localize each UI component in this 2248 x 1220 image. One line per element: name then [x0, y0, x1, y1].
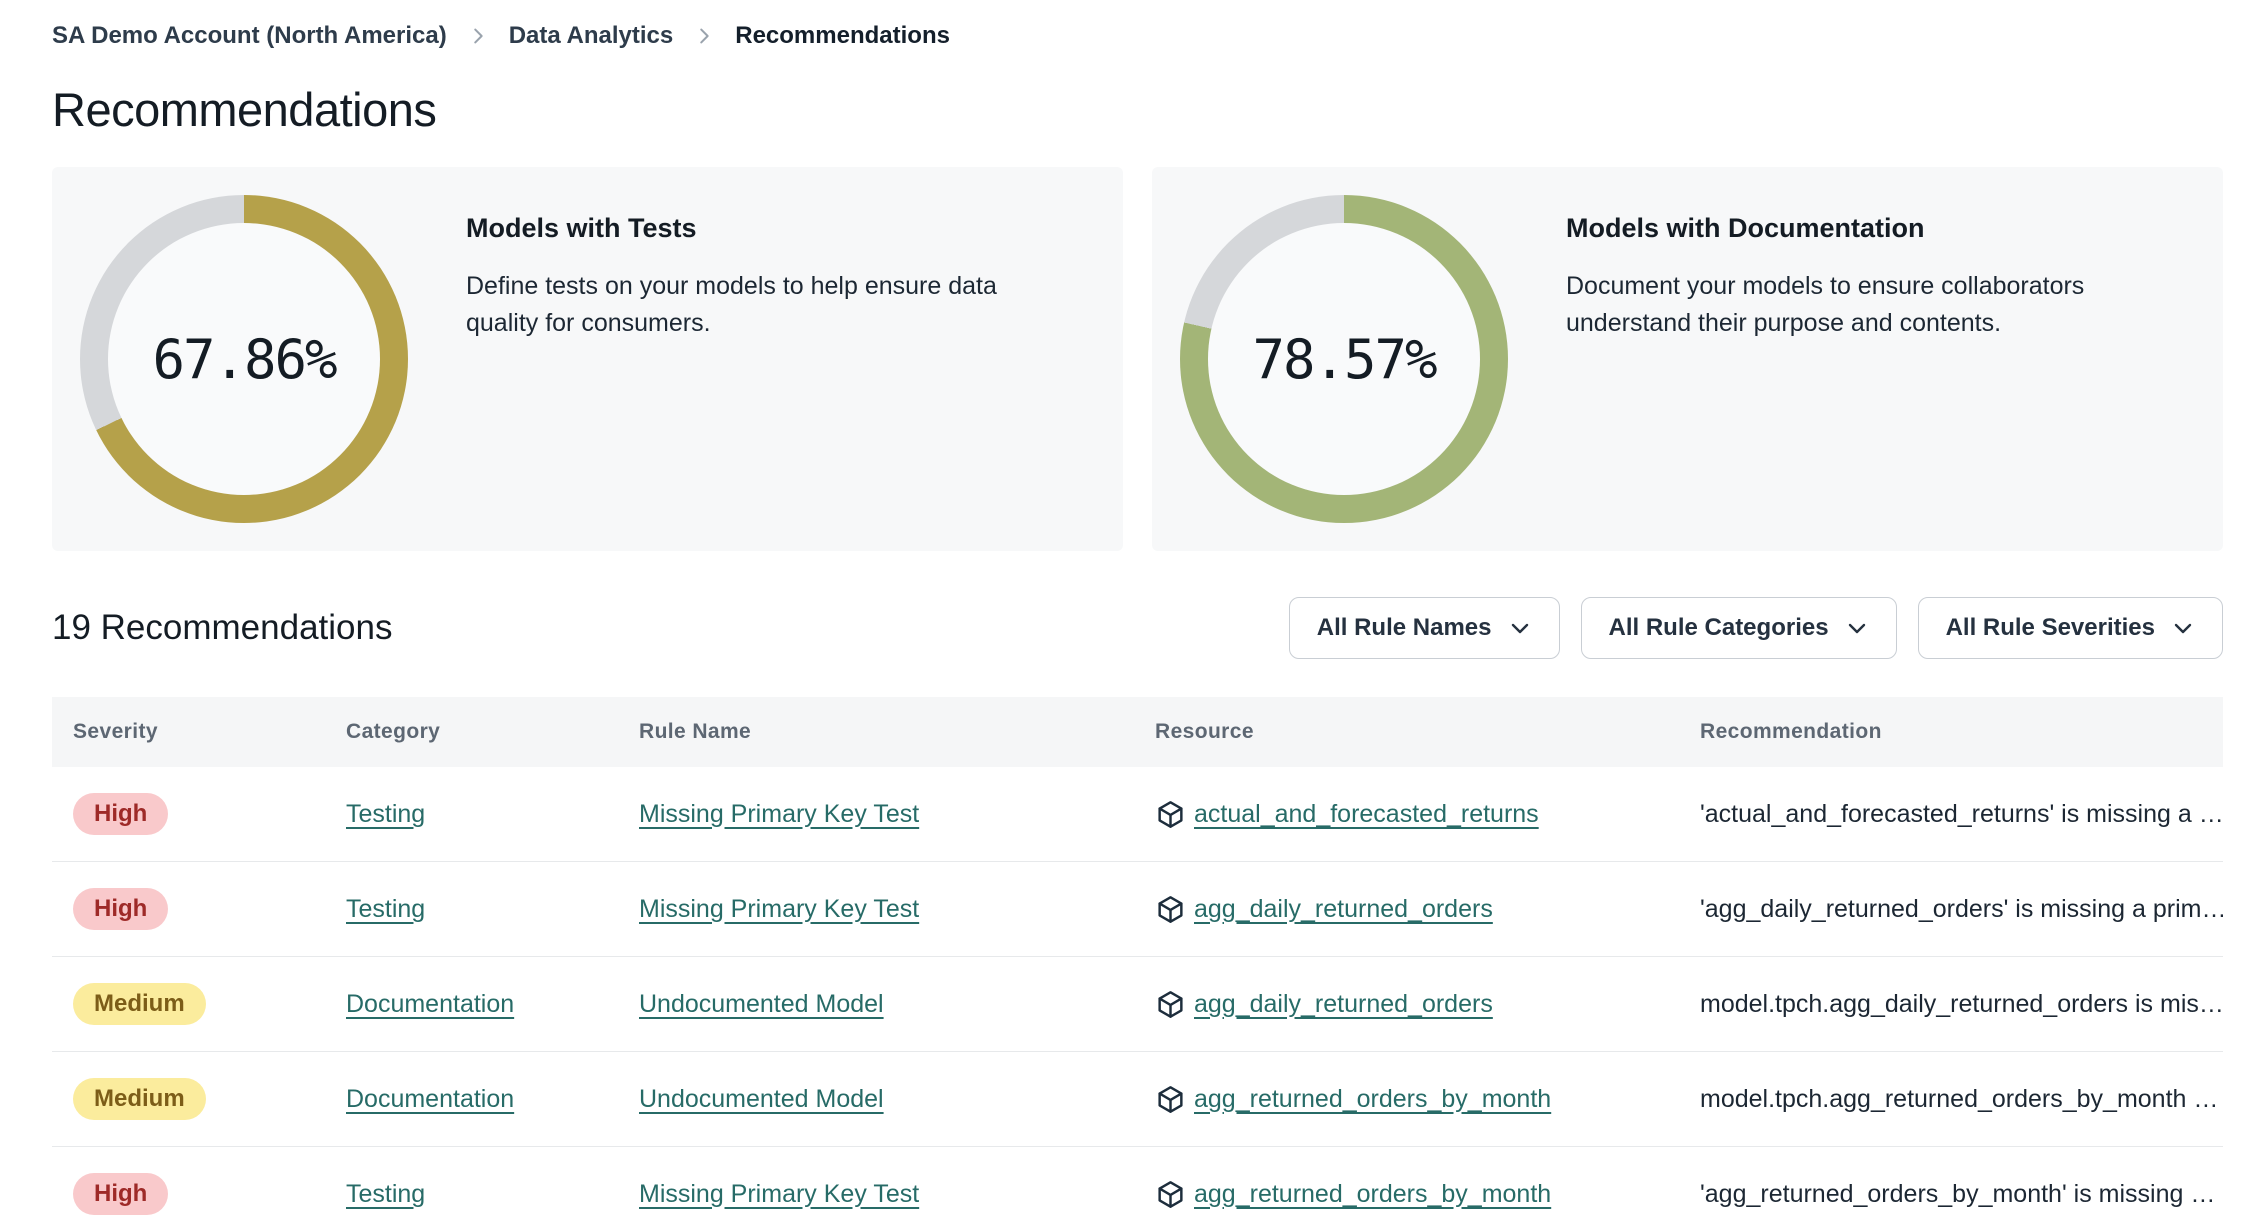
table-row: Medium Documentation Undocumented Model … [52, 957, 2223, 1052]
rule-name-link[interactable]: Undocumented Model [639, 1084, 884, 1113]
breadcrumb-current: Recommendations [735, 22, 950, 49]
documentation-percentage: 78.57% [1252, 327, 1437, 391]
chevron-down-icon [1848, 623, 1865, 634]
card-description: Document your models to ensure collabora… [1566, 272, 2085, 337]
recommendation-text: model.tpch.agg_returned_orders_by_month … [1700, 1084, 2219, 1113]
card-description: Define tests on your models to help ensu… [466, 272, 997, 337]
column-header-rule-name: Rule Name [639, 720, 752, 743]
models-with-documentation-card: 78.57% Models with Documentation Documen… [1152, 167, 2223, 551]
rule-categories-filter-dropdown[interactable]: All Rule Categories [1580, 597, 1897, 659]
card-title: Models with Documentation [1566, 213, 1925, 243]
resource-link[interactable]: agg_daily_returned_orders [1194, 894, 1493, 923]
filter-bar: All Rule Names All Rule Categories All R… [1288, 597, 2223, 659]
tests-donut-chart: 67.86% [80, 195, 408, 523]
model-cube-icon [1155, 894, 1186, 925]
chevron-down-icon [1511, 623, 1528, 634]
recommendation-text: 'actual_and_forecasted_returns' is missi… [1700, 799, 2223, 828]
breadcrumb-project[interactable]: Data Analytics [508, 22, 674, 49]
card-title: Models with Tests [466, 213, 697, 243]
summary-cards: 67.86% Models with Tests Define tests on… [52, 167, 2223, 551]
rule-severities-filter-dropdown[interactable]: All Rule Severities [1917, 597, 2223, 659]
rule-name-link[interactable]: Missing Primary Key Test [639, 799, 920, 828]
table-header: Severity Category Rule Name Resource Rec… [52, 697, 2223, 767]
list-header: 19 Recommendations All Rule Names All Ru… [52, 597, 2223, 659]
table-body: High Testing Missing Primary Key Test ac… [52, 767, 2223, 1220]
tests-percentage: 67.86% [152, 327, 337, 391]
category-link[interactable]: Documentation [346, 989, 515, 1018]
category-link[interactable]: Documentation [346, 1084, 515, 1113]
model-cube-icon [1155, 1179, 1186, 1210]
model-cube-icon [1155, 1084, 1186, 1115]
chevron-right-icon [693, 25, 715, 47]
severity-badge: High [73, 888, 169, 930]
models-with-tests-card: 67.86% Models with Tests Define tests on… [52, 167, 1123, 551]
column-header-category: Category [346, 720, 441, 743]
column-header-recommendation: Recommendation [1700, 720, 1882, 743]
column-header-resource: Resource [1155, 720, 1254, 743]
filter-label: All Rule Categories [1608, 614, 1829, 641]
documentation-donut-chart: 78.57% [1180, 195, 1508, 523]
column-header-severity: Severity [73, 720, 158, 743]
severity-badge: High [73, 793, 169, 835]
recommendations-table: Severity Category Rule Name Resource Rec… [52, 697, 2223, 1220]
recommendation-text: model.tpch.agg_daily_returned_orders is … [1700, 989, 2223, 1018]
recommendation-text: 'agg_daily_returned_orders' is missing a… [1700, 894, 2223, 923]
severity-badge: High [73, 1173, 169, 1215]
rule-name-link[interactable]: Missing Primary Key Test [639, 894, 920, 923]
category-link[interactable]: Testing [346, 1179, 426, 1208]
chevron-right-icon [467, 25, 489, 47]
table-row: Medium Documentation Undocumented Model … [52, 1052, 2223, 1147]
breadcrumb: SA Demo Account (North America) Data Ana… [52, 22, 2223, 50]
recommendation-text: 'agg_returned_orders_by_month' is missin… [1700, 1179, 2216, 1208]
recommendations-count: 19 Recommendations [52, 608, 393, 647]
filter-label: All Rule Severities [1945, 614, 2155, 641]
resource-link[interactable]: agg_returned_orders_by_month [1194, 1084, 1552, 1113]
rule-names-filter-dropdown[interactable]: All Rule Names [1288, 597, 1560, 659]
category-link[interactable]: Testing [346, 799, 426, 828]
page-title: Recommendations [52, 83, 437, 136]
rule-name-link[interactable]: Missing Primary Key Test [639, 1179, 920, 1208]
severity-badge: Medium [73, 983, 206, 1025]
category-link[interactable]: Testing [346, 894, 426, 923]
severity-badge: Medium [73, 1078, 206, 1120]
filter-label: All Rule Names [1316, 614, 1492, 641]
chevron-down-icon [2174, 623, 2192, 634]
table-row: High Testing Missing Primary Key Test ac… [52, 767, 2223, 862]
model-cube-icon [1155, 989, 1186, 1020]
rule-name-link[interactable]: Undocumented Model [639, 989, 884, 1018]
table-row: High Testing Missing Primary Key Test ag… [52, 1147, 2223, 1220]
breadcrumb-account[interactable]: SA Demo Account (North America) [52, 22, 447, 49]
resource-link[interactable]: actual_and_forecasted_returns [1194, 799, 1539, 828]
resource-link[interactable]: agg_returned_orders_by_month [1194, 1179, 1552, 1208]
resource-link[interactable]: agg_daily_returned_orders [1194, 989, 1493, 1018]
main-content: SA Demo Account (North America) Data Ana… [52, 22, 2223, 1220]
table-row: High Testing Missing Primary Key Test ag… [52, 862, 2223, 957]
model-cube-icon [1155, 799, 1186, 830]
